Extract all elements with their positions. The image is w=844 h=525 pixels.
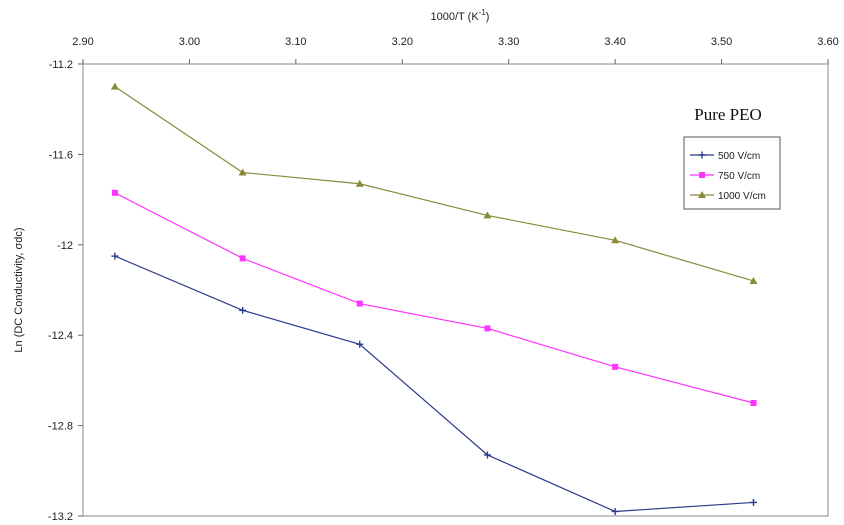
plot-area xyxy=(82,63,829,517)
x-axis-title-superscript: -1 xyxy=(479,8,487,17)
data-point-series-1 xyxy=(750,498,757,506)
x-axis-title-unit: (K xyxy=(468,11,480,23)
data-point-series-2 xyxy=(612,363,619,370)
x-tick-label: 3.50 xyxy=(711,36,732,48)
data-point-series-2 xyxy=(239,255,246,262)
legend: Pure PEO 500 V/cm 750 V/cm 1000 V/cm xyxy=(683,105,781,210)
x-tick-label: 3.30 xyxy=(498,36,519,48)
x-tick-label: 3.20 xyxy=(392,36,413,48)
x-axis-title: 1000/T (K-1) xyxy=(431,8,490,23)
data-point-series-1 xyxy=(111,252,119,260)
tick-layer: 2.90 3.00 3.10 3.20 3.30 3.40 3.50 3.60 -11.2 -11… xyxy=(48,36,839,523)
legend-items: 500 V/cm 750 V/cm 1000 V/cm xyxy=(690,151,766,202)
x-tick-label: 2.90 xyxy=(72,36,93,48)
series-line-1 xyxy=(114,255,754,513)
data-point-series-3 xyxy=(238,168,247,176)
data-point-series-2 xyxy=(356,300,363,307)
data-point-series-3 xyxy=(749,276,758,284)
y-axis-title: Ln (DC Conductivity, σdc) xyxy=(13,227,25,352)
series-line-3 xyxy=(114,86,754,282)
legend-label-3: 1000 V/cm xyxy=(718,191,766,202)
legend-label-1: 500 V/cm xyxy=(718,151,760,162)
x-tick-label: 3.40 xyxy=(604,36,625,48)
data-point-series-1 xyxy=(611,507,619,515)
y-tick-label: -12 xyxy=(57,240,73,252)
data-point-series-2 xyxy=(111,189,118,196)
x-axis-title-close: ) xyxy=(486,11,490,23)
data-point-series-1 xyxy=(483,451,491,459)
x-tick-label: 3.60 xyxy=(817,36,838,48)
data-point-series-3 xyxy=(355,179,364,187)
y-tick-label: -13.2 xyxy=(48,511,73,523)
legend-marker-1 xyxy=(698,151,706,159)
data-point-series-2 xyxy=(484,325,491,332)
data-point-series-2 xyxy=(750,400,757,406)
y-tick-label: -12.8 xyxy=(48,421,73,433)
data-point-series-1 xyxy=(239,306,247,314)
legend-marker-2 xyxy=(699,172,705,178)
y-tick-label: -11.6 xyxy=(49,149,73,161)
legend-label-2: 750 V/cm xyxy=(718,171,760,182)
x-tick-label: 3.10 xyxy=(285,36,306,48)
y-tick-label: -12.4 xyxy=(48,330,73,342)
x-axis-title-text: 1000/T xyxy=(431,11,466,23)
legend-marker-3 xyxy=(698,191,706,198)
legend-title: Pure PEO xyxy=(694,105,762,124)
series-line-2 xyxy=(114,192,754,404)
data-point-series-1 xyxy=(356,340,364,348)
data-point-series-3 xyxy=(611,236,620,244)
y-tick-label: -11.2 xyxy=(49,59,73,71)
series-layer xyxy=(110,82,758,515)
x-tick-label: 3.00 xyxy=(179,36,200,48)
data-point-series-3 xyxy=(110,82,119,90)
data-point-series-3 xyxy=(483,211,492,219)
